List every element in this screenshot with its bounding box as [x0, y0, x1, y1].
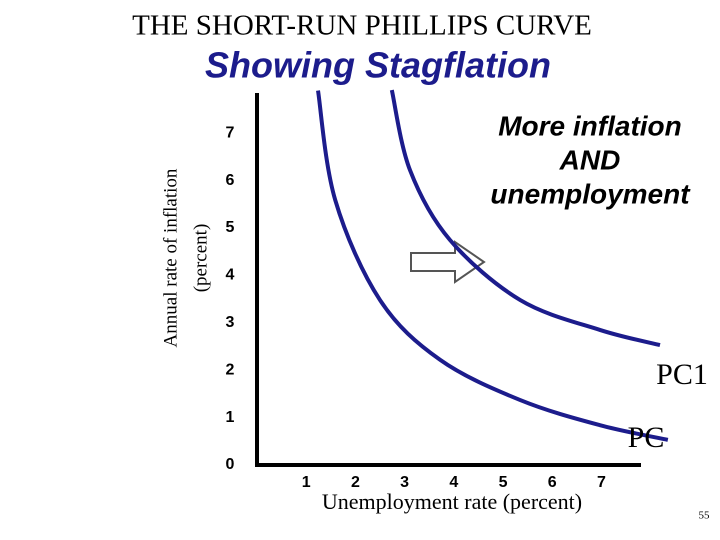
legend-label: PC1	[656, 358, 708, 391]
curve	[389, 89, 661, 348]
y-tick-label: 5	[226, 219, 235, 236]
x-tick-label: 7	[597, 474, 606, 491]
y-tick-label: 4	[226, 267, 235, 284]
y-axis-label: (percent)	[190, 224, 211, 293]
y-tick-label: 6	[226, 172, 235, 189]
y-axis-label: Annual rate of inflation	[160, 168, 181, 347]
y-tick-label: 3	[226, 314, 235, 331]
x-tick-label: 1	[302, 474, 311, 491]
x-axis-label: Unemployment rate (percent)	[322, 489, 582, 514]
legend-label: PC	[628, 421, 665, 454]
annotation: AND	[559, 144, 621, 175]
x-tick-label: 3	[400, 474, 409, 491]
chart-subtitle: Showing Stagflation	[205, 45, 551, 86]
y-tick-label: 0	[226, 456, 235, 473]
annotation: More inflation	[498, 110, 682, 141]
curve	[316, 90, 669, 442]
x-tick-label: 5	[499, 474, 508, 491]
page-number: 55	[699, 510, 711, 522]
x-tick-label: 2	[351, 474, 360, 491]
x-tick-label: 4	[449, 474, 458, 491]
shift-arrow	[410, 240, 486, 284]
chart-title: THE SHORT-RUN PHILLIPS CURVE	[132, 10, 592, 42]
y-tick-label: 1	[226, 409, 235, 426]
x-tick-label: 6	[548, 474, 557, 491]
y-tick-label: 2	[226, 361, 235, 378]
annotation: unemployment	[490, 178, 691, 209]
y-tick-label: 7	[226, 124, 235, 141]
